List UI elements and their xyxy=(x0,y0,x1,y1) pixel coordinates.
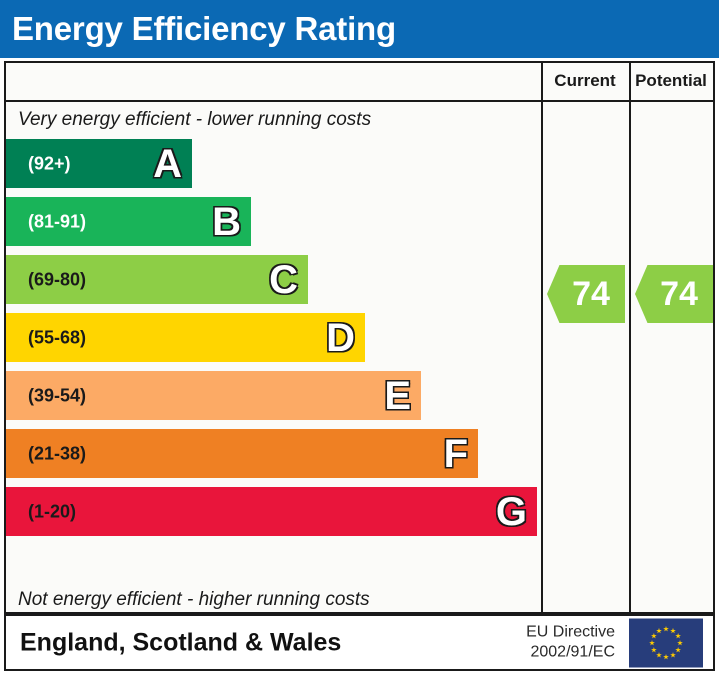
footer-eu-directive: EU Directive 2002/91/EC xyxy=(526,622,615,663)
column-divider-current-potential xyxy=(629,61,631,614)
chart-title-bar: Energy Efficiency Rating xyxy=(0,0,719,58)
chart-footer: England, Scotland & Wales EU Directive 2… xyxy=(4,614,715,671)
caption-inefficient: Not energy efficient - higher running co… xyxy=(18,589,370,610)
chart-frame xyxy=(4,61,715,614)
eu-directive-line-2: 2002/91/EC xyxy=(530,643,615,661)
eu-directive-line-1: EU Directive xyxy=(526,623,615,641)
column-divider-graph-current xyxy=(541,61,543,614)
footer-region-label: England, Scotland & Wales xyxy=(20,628,342,656)
eu-flag-icon xyxy=(629,618,703,667)
rating-value-potential: 74 xyxy=(660,274,698,313)
rating-arrow-current: 74 xyxy=(547,265,625,323)
rating-arrow-potential: 74 xyxy=(635,265,713,323)
page-title: Energy Efficiency Rating xyxy=(12,10,396,47)
rating-value-current: 74 xyxy=(572,274,610,313)
caption-efficient: Very energy efficient - lower running co… xyxy=(18,109,372,130)
